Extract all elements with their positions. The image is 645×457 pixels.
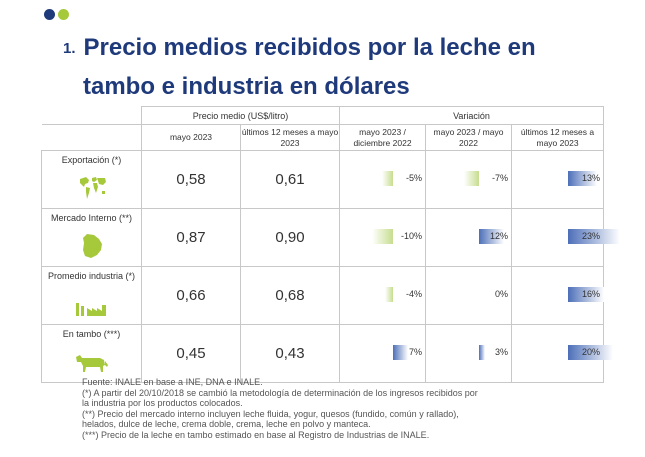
variation-value: -7% [491,173,508,183]
world-map-icon [79,177,106,199]
variation-cell: -10% [339,208,426,267]
variation-bar [372,229,393,244]
footnote-line: (*) A partir del 20/10/2018 se cambió la… [82,387,478,398]
variation-cell: -4% [339,266,426,325]
variation-value: 23% [582,231,601,241]
row-label: Promedio industria (*) [47,271,136,281]
variation-group-header: Variación [338,106,605,125]
footnote-line: (**) Precio del mercado interno incluyen… [82,408,459,419]
variation-cell: 0% [425,266,512,325]
dot-navy [44,9,55,20]
variation-bar [464,171,479,186]
row-label-cell: Promedio industria (*) [41,266,142,325]
row-label-cell: Exportación (*) [41,150,142,209]
price-may-cell: 0,87 [141,208,241,267]
variation-value: 0% [494,289,508,299]
variation-cell: 12% [425,208,512,267]
price-group-header: Precio medio (US$/litro) [141,106,340,125]
price-12m-cell: 0,61 [240,150,340,209]
variation-value: 7% [408,347,422,357]
variation-cell: 23% [510,208,620,267]
variation-bar [479,345,485,360]
col-header-var-dec: mayo 2023 / diciembre 2022 [339,124,426,151]
footnote-source: Fuente: INALE en base a INE, DNA e INALE… [82,377,263,387]
col-header-var-may: mayo 2023 / mayo 2022 [425,124,512,151]
footnotes: Fuente: INALE en base a INE, DNA e INALE… [82,377,572,441]
price-12m-cell: 0,43 [240,324,340,383]
variation-value: -10% [400,231,422,241]
group-header-row: Precio medio (US$/litro) Variación [41,106,605,125]
column-header-row: mayo 2023 últimos 12 meses a mayo 2023 m… [41,124,605,151]
uruguay-map-icon [82,234,102,258]
price-may-cell: 0,66 [141,266,241,325]
factory-icon [75,303,106,316]
variation-cell: 16% [510,266,605,325]
table-row-industry: Promedio industria (*) 0,66 0,68 -4% 0% … [41,266,605,325]
variation-bar [568,287,604,302]
footnote-line: la industria por los productos colocados… [82,398,243,409]
title-line-2: tambo e industria en dólares [83,73,410,100]
variation-cell: 13% [510,150,605,209]
dot-green [58,9,69,20]
price-may-cell: 0,58 [141,150,241,209]
row-label: Exportación (*) [61,155,122,165]
variation-bar [385,287,393,302]
price-12m-cell: 0,90 [240,208,340,267]
row-label: En tambo (***) [62,329,121,339]
footnote-line: (***) Precio de la leche en tambo estima… [82,429,430,440]
row-label: Mercado Interno (**) [50,213,133,223]
variation-cell: -5% [339,150,426,209]
price-may-cell: 0,45 [141,324,241,383]
price-12m-cell: 0,68 [240,266,340,325]
variation-value: 3% [494,347,508,357]
variation-cell: 7% [339,324,426,383]
variation-value: -5% [405,173,422,183]
title-number: 1. [63,40,76,57]
variation-bar [479,229,504,244]
variation-value: -4% [405,289,422,299]
variation-value: 20% [582,347,601,357]
row-label-cell: Mercado Interno (**) [41,208,142,267]
decorative-dots [44,9,69,20]
col-header-12m: últimos 12 meses a mayo 2023 [240,124,340,151]
col-header-may: mayo 2023 [141,124,241,151]
variation-value: 12% [489,231,508,241]
row-label-cell: En tambo (***) [41,324,142,383]
variation-cell: 20% [510,324,613,383]
table-row-farm: En tambo (***) 0,45 0,43 7% 3% 20% [41,324,613,383]
variation-cell: 3% [425,324,512,383]
variation-bar [568,171,597,186]
variation-cell: -7% [425,150,512,209]
variation-bar [568,345,613,360]
price-table: Precio medio (US$/litro) Variación mayo … [41,106,620,383]
page-title: 1. Precio medios recibidos por la leche e… [63,30,583,105]
title-line-1: Precio medios recibidos por la leche en [83,34,536,61]
variation-value: 16% [582,289,601,299]
table-row-domestic: Mercado Interno (**) 0,87 0,90 -10% 12% … [41,208,620,267]
table-row-export: Exportación (*) 0,58 0,61 -5% -7% 13% [41,150,605,209]
variation-bar [382,171,393,186]
variation-bar [393,345,408,360]
footnote-line: helados, dulce de leche, crema doble, cr… [82,419,371,430]
variation-value: 13% [582,173,601,183]
col-header-var-12m: últimos 12 meses a mayo 2023 [510,124,605,151]
variation-bar [568,229,620,244]
cow-icon [75,355,108,372]
